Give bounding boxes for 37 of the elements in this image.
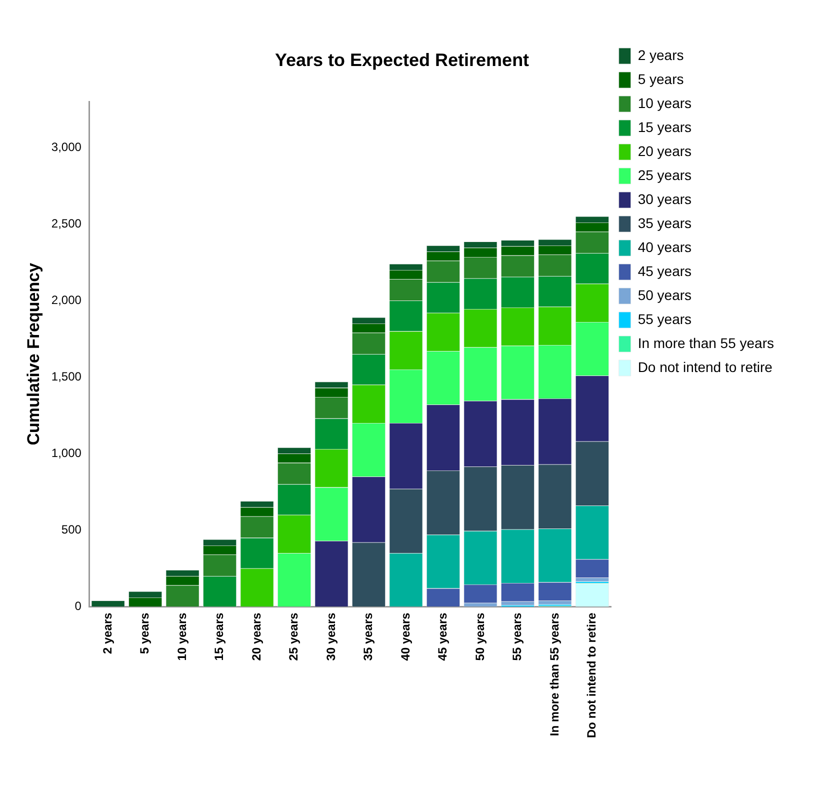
legend-label: 30 years — [638, 190, 692, 207]
y-tick-label: 1,000 — [51, 446, 82, 460]
legend-label: 15 years — [638, 118, 692, 135]
legend-label: 55 years — [638, 310, 692, 327]
legend-label: 20 years — [638, 142, 692, 159]
x-tick-label: Do not intend to retire — [584, 612, 599, 738]
legend-label: In more than 55 years — [638, 334, 774, 351]
y-tick-label: 500 — [61, 522, 82, 536]
x-tick-label: In more than 55 years — [547, 612, 562, 736]
x-tick-label: 25 years — [286, 612, 301, 661]
y-tick-label: 1,500 — [51, 369, 82, 384]
x-tick-label: 5 years — [138, 612, 152, 654]
y-axis-title: Cumulative Frequency — [24, 262, 43, 446]
legend-label: 2 years — [638, 46, 684, 63]
legend-label: Do not intend to retire — [638, 358, 773, 375]
legend-label: 25 years — [638, 166, 692, 183]
x-tick-label: 30 years — [324, 612, 338, 661]
x-tick-label: 10 years — [174, 612, 189, 661]
y-tick-label: 0 — [74, 598, 82, 613]
legend-label: 45 years — [638, 262, 692, 279]
y-tick-label: 2,500 — [51, 216, 82, 230]
x-tick-label: 15 years — [212, 612, 226, 661]
chart-title: Years to Expected Retirement — [274, 50, 530, 70]
legend-label: 35 years — [638, 214, 692, 231]
legend-label: 40 years — [638, 238, 692, 255]
legend-label: 5 years — [638, 70, 684, 87]
x-tick-label: 55 years — [510, 612, 524, 661]
x-tick-label: 20 years — [249, 612, 264, 661]
x-tick-label: 40 years — [398, 612, 412, 661]
y-tick-label: 3,000 — [51, 140, 82, 154]
y-tick-label: 2,000 — [51, 292, 82, 307]
x-tick-label: 35 years — [361, 612, 376, 661]
legend-label: 50 years — [638, 286, 692, 303]
x-tick-label: 2 years — [100, 612, 114, 654]
x-tick-label: 50 years — [472, 612, 487, 661]
x-tick-label: 45 years — [436, 612, 450, 661]
legend-label: 10 years — [638, 94, 692, 111]
